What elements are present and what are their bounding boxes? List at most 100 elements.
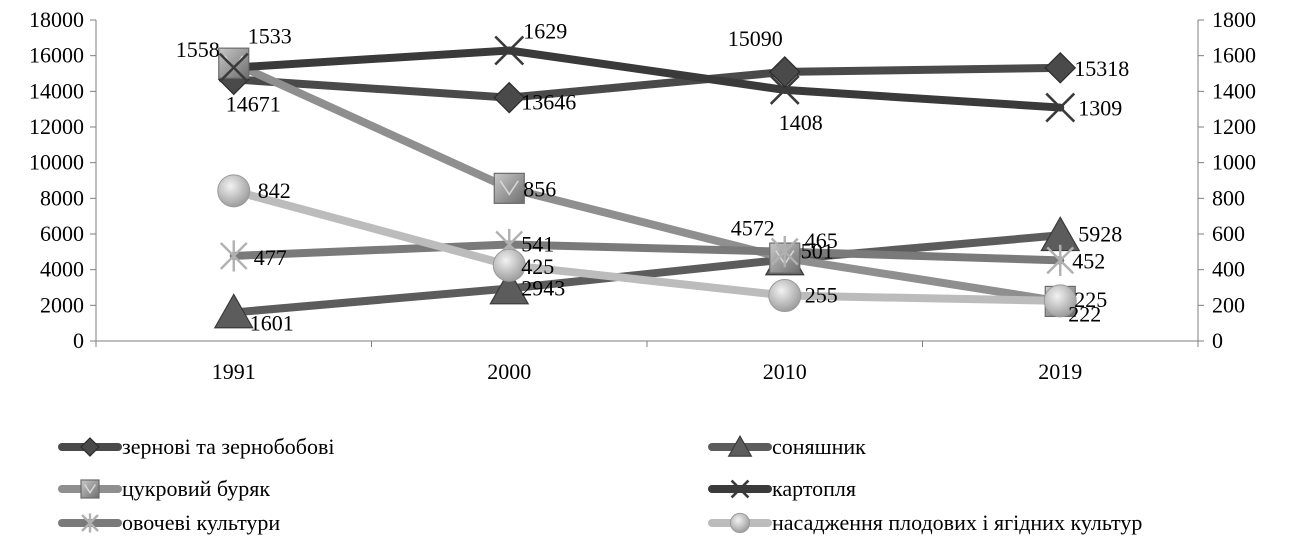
x-tick-label: 2000: [487, 359, 531, 384]
legend-sugarbeet-marker: [80, 479, 100, 499]
sunflower-data-label: 5928: [1078, 221, 1122, 246]
series-line-potato: [229, 46, 1065, 112]
axes: 0200040006000800010000120001400016000180…: [29, 7, 1256, 384]
orchards-data-label: 842: [258, 178, 291, 203]
series-line-sunflower: [229, 231, 1065, 317]
y-right-tick-label: 400: [1212, 257, 1245, 282]
grain-data-label: 15090: [728, 26, 783, 51]
sugarbeet-data-label: 1558: [176, 37, 220, 62]
grain-marker: [493, 81, 526, 114]
vegetables-data-label: 477: [254, 245, 287, 270]
y-right-tick-label: 1400: [1212, 78, 1256, 103]
y-left-tick-label: 12000: [29, 114, 84, 139]
square-marker-fold: [499, 180, 519, 196]
potato-data-label: 1408: [779, 110, 823, 135]
grain-data-label: 13646: [521, 90, 576, 115]
vegetables-marker: [770, 236, 799, 268]
x-tick-label: 1991: [212, 359, 256, 384]
sugarbeet-data-label: 465: [805, 228, 838, 253]
y-right-tick-label: 1600: [1212, 43, 1256, 68]
y-left-tick-label: 10000: [29, 150, 84, 175]
legend-item-sugarbeet: цукровий буряк: [58, 476, 270, 501]
y-left-tick-label: 8000: [40, 185, 84, 210]
series-line-sugarbeet: [229, 59, 1065, 306]
potato-marker: [218, 52, 249, 83]
y-left-tick-label: 18000: [29, 7, 84, 32]
orchards-data-label: 225: [1074, 287, 1107, 312]
potato-marker: [769, 74, 800, 105]
vegetables-data-label: 541: [521, 232, 554, 257]
x-marker-stroke: [494, 35, 525, 66]
sugarbeet-data-label: 856: [523, 176, 556, 201]
sunflower-data-label: 2943: [521, 276, 565, 301]
legend-label-vegetables: овочеві культури: [122, 510, 280, 535]
potato-data-label: 1629: [523, 18, 567, 43]
orchards-marker: [217, 174, 251, 208]
square-marker-body: [493, 172, 525, 204]
x-marker-stroke: [730, 479, 750, 499]
grain-data-label: 14671: [226, 91, 281, 116]
legend-label-potato: картопля: [772, 476, 856, 501]
x-tick-label: 2010: [763, 359, 807, 384]
y-right-tick-label: 1800: [1212, 7, 1256, 32]
grain-marker: [1044, 51, 1077, 84]
y-left-tick-label: 16000: [29, 43, 84, 68]
sunflower-data-label: 4572: [731, 215, 775, 240]
series-line-orchards: [229, 186, 1065, 305]
sunflower-marker: [489, 269, 530, 305]
legend-item-vegetables: овочеві культури: [58, 510, 280, 535]
legend: зернові та зернобобові соняшник цукровий б…: [58, 434, 1142, 535]
legend-item-sunflower: соняшник: [708, 434, 866, 459]
sunflower-marker: [213, 293, 254, 329]
grain-data-label: 15318: [1074, 56, 1129, 81]
potato-marker: [494, 35, 525, 66]
grain-marker: [768, 56, 801, 88]
x-marker-stroke: [218, 52, 249, 83]
legend-label-sunflower: соняшник: [772, 434, 866, 459]
x-marker-stroke: [769, 74, 800, 105]
orchards-data-label: 425: [521, 254, 554, 279]
legend-item-potato: картопля: [708, 476, 856, 501]
legend-label-orchards: насадження плодових і ягідних культур: [772, 510, 1142, 535]
legend-vegetables-marker: [81, 513, 99, 533]
y-left-tick-label: 0: [73, 328, 84, 353]
legend-grain-marker: [80, 437, 100, 457]
orchards-marker: [768, 279, 802, 313]
sugarbeet-marker: [493, 172, 525, 204]
legend-item-grain: зернові та зернобобові: [58, 434, 335, 459]
y-right-tick-label: 200: [1212, 292, 1245, 317]
y-left-tick-label: 2000: [40, 292, 84, 317]
orchards-data-label: 255: [805, 283, 838, 308]
y-right-tick-label: 0: [1212, 328, 1223, 353]
y-right-tick-label: 800: [1212, 185, 1245, 210]
orchards-marker: [492, 248, 526, 282]
y-left-tick-label: 6000: [40, 221, 84, 246]
series-lines: [229, 46, 1065, 317]
y-right-tick-label: 600: [1212, 221, 1245, 246]
series-markers: [213, 35, 1081, 329]
orchards-marker: [1043, 284, 1077, 318]
legend-item-orchards: насадження плодових і ягідних культур: [708, 510, 1142, 535]
y-left-tick-label: 4000: [40, 257, 84, 282]
vegetables-marker: [1046, 244, 1075, 276]
y-right-tick-label: 1200: [1212, 114, 1256, 139]
potato-marker: [1045, 92, 1076, 123]
sugarbeet-data-label: 222: [1068, 301, 1101, 326]
series-line-grain: [229, 63, 1065, 102]
vegetables-data-label: 452: [1072, 248, 1105, 273]
data-labels: 14671 13646 15090 15318 1601 2943 4572 5928 1558…: [176, 18, 1130, 335]
potato-data-label: 1533: [248, 24, 292, 49]
legend-label-grain: зернові та зернобобові: [122, 434, 335, 459]
x-marker-stroke: [1045, 92, 1076, 123]
sunflower-data-label: 1601: [250, 310, 294, 335]
legend-potato-marker: [730, 479, 750, 499]
vegetables-data-label: 501: [801, 239, 834, 264]
x-tick-label: 2019: [1038, 359, 1082, 384]
legend-sunflower-marker: [727, 434, 753, 457]
y-left-tick-label: 14000: [29, 78, 84, 103]
potato-data-label: 1309: [1078, 96, 1122, 121]
square-marker-body: [218, 47, 250, 79]
y-right-tick-label: 1000: [1212, 150, 1256, 175]
square-marker-body: [80, 479, 100, 499]
